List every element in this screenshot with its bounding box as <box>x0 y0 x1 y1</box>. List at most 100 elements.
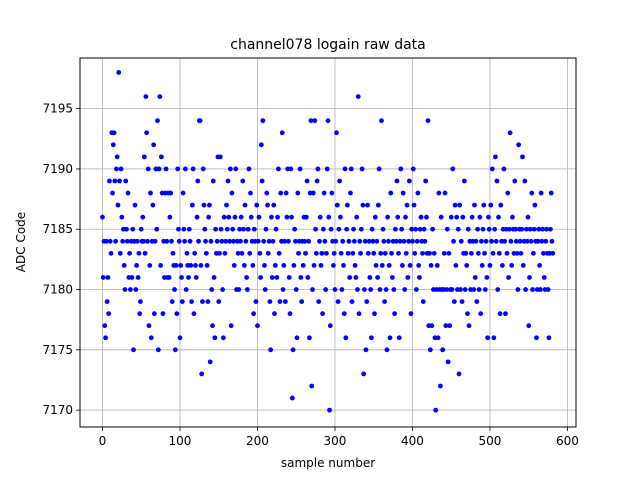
point <box>524 238 530 244</box>
point <box>490 250 496 256</box>
point <box>203 250 209 256</box>
point <box>282 299 288 304</box>
point <box>222 250 228 256</box>
point <box>168 190 174 196</box>
point <box>358 250 363 256</box>
point <box>232 214 238 220</box>
point <box>270 238 276 244</box>
point <box>257 250 263 256</box>
point <box>146 323 152 329</box>
point <box>389 250 394 256</box>
point <box>266 238 272 244</box>
point <box>512 178 518 184</box>
point <box>379 118 384 124</box>
point <box>451 299 457 304</box>
point <box>375 202 381 208</box>
point <box>418 214 424 220</box>
point <box>248 214 254 220</box>
point <box>357 238 363 244</box>
point <box>239 250 245 256</box>
point <box>443 323 449 329</box>
point <box>388 190 394 196</box>
point <box>105 275 111 280</box>
point <box>438 214 444 220</box>
point <box>196 238 201 244</box>
point <box>274 275 280 280</box>
point <box>424 214 429 220</box>
point <box>210 323 215 329</box>
point <box>148 190 153 196</box>
point <box>275 214 281 220</box>
x-tick-label: 400 <box>401 434 424 448</box>
x-axis-label: sample number <box>281 456 375 470</box>
point <box>499 263 505 268</box>
point <box>312 118 318 124</box>
point <box>311 263 317 268</box>
point <box>127 250 132 256</box>
point <box>134 263 139 268</box>
point <box>376 166 382 172</box>
point <box>455 226 461 232</box>
x-tick-label: 0 <box>99 434 107 448</box>
point <box>538 190 544 196</box>
point <box>327 323 333 329</box>
point <box>193 275 199 280</box>
point <box>302 238 308 244</box>
point <box>175 166 181 172</box>
y-tick-label: 7195 <box>42 102 73 116</box>
point <box>226 214 232 220</box>
point <box>244 275 250 280</box>
point <box>191 311 197 317</box>
point <box>114 166 119 172</box>
point <box>320 311 325 317</box>
point <box>281 263 287 268</box>
point <box>100 214 105 220</box>
point <box>181 226 187 232</box>
point <box>468 250 474 256</box>
point <box>454 214 460 220</box>
point <box>407 263 413 268</box>
point <box>530 250 536 256</box>
y-tick-label: 7170 <box>42 403 73 417</box>
point <box>369 226 375 232</box>
point <box>298 275 304 280</box>
point <box>314 178 320 184</box>
point <box>220 287 226 292</box>
point <box>241 263 247 268</box>
point <box>242 202 248 208</box>
point <box>513 226 518 232</box>
point <box>417 226 423 232</box>
point <box>403 214 408 220</box>
point <box>289 214 294 220</box>
point <box>526 323 532 329</box>
point <box>413 287 419 292</box>
point <box>200 166 206 172</box>
point <box>383 287 389 292</box>
point <box>300 263 306 268</box>
point <box>315 166 321 172</box>
point <box>220 335 226 341</box>
point <box>451 238 456 244</box>
point <box>188 263 194 268</box>
point <box>341 311 347 317</box>
point <box>251 311 256 317</box>
point <box>548 190 554 196</box>
point <box>272 263 278 268</box>
point <box>534 335 539 341</box>
point <box>235 250 241 256</box>
point <box>349 299 355 304</box>
point <box>136 250 142 256</box>
point <box>466 323 472 329</box>
point <box>484 275 490 280</box>
point <box>474 299 480 304</box>
point <box>176 226 181 232</box>
point <box>297 166 303 172</box>
point <box>382 299 387 304</box>
point <box>414 238 420 244</box>
point <box>229 190 235 196</box>
point <box>179 275 184 280</box>
point <box>184 250 190 256</box>
point <box>365 250 371 256</box>
point <box>228 323 234 329</box>
